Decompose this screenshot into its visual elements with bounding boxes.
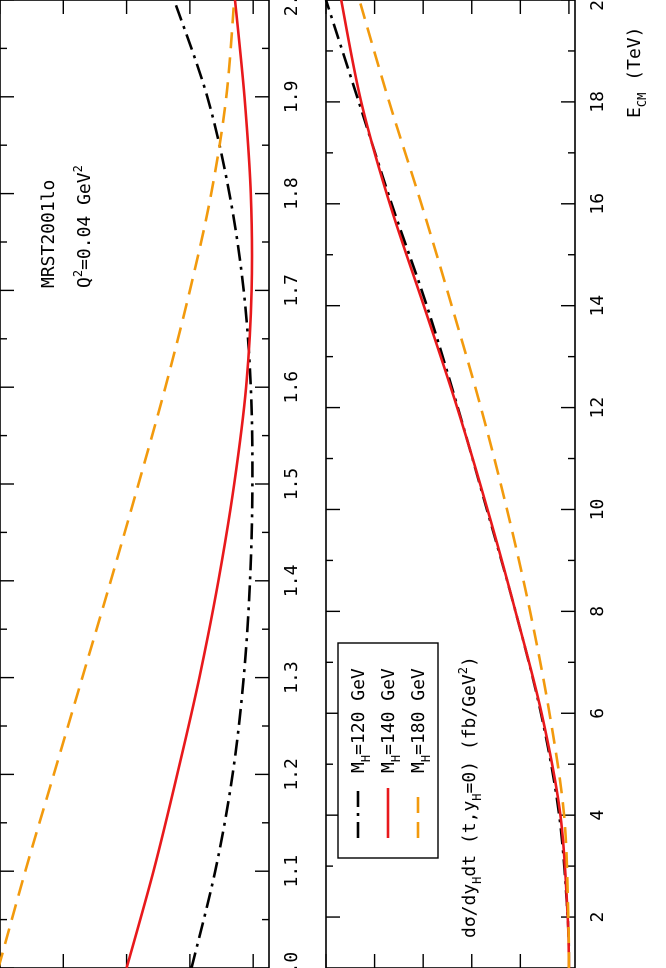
y-axis-label: dσ/dyHdt (t,yH=0) (fb/GeV2) [456, 656, 484, 938]
legend-label-mh120: MH=120 GeV [348, 668, 373, 773]
x-tick-label: 1.0 [281, 952, 302, 968]
pdf-label: MRST2001lo [38, 180, 59, 288]
legend-label-mh140: MH=140 GeV [378, 668, 403, 773]
x-tick-label: 1.4 [281, 565, 302, 598]
x-tick-label: 2.0 [281, 0, 302, 16]
series-line-mh180 [0, 0, 236, 968]
top-curves [0, 0, 254, 968]
legend-label-mh180: MH=180 GeV [408, 668, 433, 773]
x-tick-label: 1.1 [281, 855, 302, 888]
x-tick-label: 1.8 [281, 177, 302, 210]
x-tick-label: 1.3 [281, 661, 302, 694]
x-tick-label: 2 [587, 912, 608, 923]
x-tick-label: 14 [587, 295, 608, 317]
x-tick-label: 18 [587, 91, 608, 113]
bottom-plot-frame [325, 0, 576, 968]
top-panel: 1.01.11.21.31.41.51.61.71.81.92.00.00.81… [0, 0, 302, 968]
bottom-panel: 2468101214161820080160240320400 MH=120 G… [324, 0, 649, 968]
top-ticks: 1.01.11.21.31.41.51.61.71.81.92.00.00.81… [0, 0, 302, 968]
series-line-mh140 [339, 0, 571, 968]
x-tick-label: 20 [587, 0, 608, 11]
bottom-x-axis-label: ECM(TeV) [624, 27, 649, 118]
top-annotation: MRST2001lo Q2=0.04 GeV2 [38, 165, 95, 288]
x-tick-label: 1.5 [281, 468, 302, 501]
bottom-curves [324, 0, 571, 968]
x-tick-label: 10 [587, 499, 608, 521]
bottom-ticks: 2468101214161820080160240320400 [325, 0, 608, 968]
x-tick-label: 6 [587, 708, 608, 719]
series-line-mh140 [125, 0, 254, 968]
x-tick-label: 4 [587, 810, 608, 821]
x-tick-label: 1.6 [281, 371, 302, 404]
series-line-mh120 [172, 0, 254, 968]
x-tick-label: 16 [587, 193, 608, 215]
q2-label: Q2=0.04 GeV2 [71, 165, 95, 288]
x-axis-label: ECM(TeV) [624, 27, 649, 118]
x-tick-label: 1.7 [281, 274, 302, 307]
x-tick-label: 1.9 [281, 81, 302, 114]
x-tick-label: 1.2 [281, 758, 302, 791]
x-tick-label: 12 [587, 397, 608, 419]
x-tick-label: 8 [587, 606, 608, 617]
legend-box [337, 642, 439, 859]
